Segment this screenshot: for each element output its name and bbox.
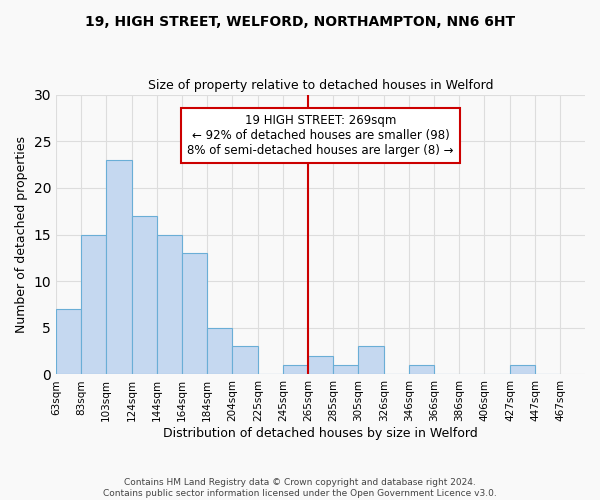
Y-axis label: Number of detached properties: Number of detached properties (15, 136, 28, 333)
Bar (358, 346, 384, 374)
Bar (232, 346, 258, 374)
Bar (510, 365, 535, 374)
X-axis label: Distribution of detached houses by size in Welford: Distribution of detached houses by size … (163, 427, 478, 440)
Text: 19, HIGH STREET, WELFORD, NORTHAMPTON, NN6 6HT: 19, HIGH STREET, WELFORD, NORTHAMPTON, N… (85, 15, 515, 29)
Bar (283, 365, 308, 374)
Title: Size of property relative to detached houses in Welford: Size of property relative to detached ho… (148, 79, 493, 92)
Bar (308, 356, 333, 374)
Bar (56, 309, 81, 374)
Bar (207, 328, 232, 374)
Text: Contains HM Land Registry data © Crown copyright and database right 2024.
Contai: Contains HM Land Registry data © Crown c… (103, 478, 497, 498)
Bar (81, 234, 106, 374)
Bar (333, 365, 358, 374)
Bar (157, 234, 182, 374)
Bar (106, 160, 132, 374)
Bar (182, 253, 207, 374)
Bar (409, 365, 434, 374)
Bar (132, 216, 157, 374)
Text: 19 HIGH STREET: 269sqm
← 92% of detached houses are smaller (98)
8% of semi-deta: 19 HIGH STREET: 269sqm ← 92% of detached… (187, 114, 454, 157)
